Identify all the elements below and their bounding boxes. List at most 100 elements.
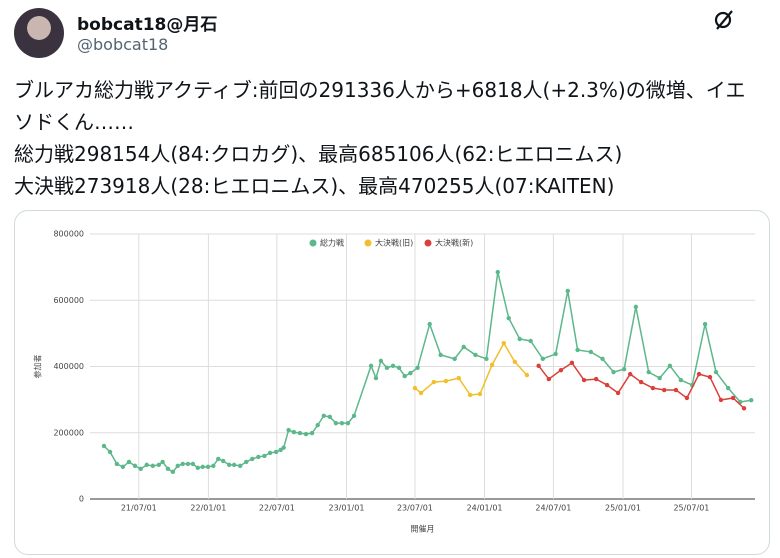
- series-line: [103, 271, 752, 473]
- data-point: [165, 466, 171, 472]
- data-point: [170, 469, 176, 475]
- data-point: [558, 367, 564, 373]
- data-point: [278, 447, 283, 453]
- y-tick-label: 800000: [53, 230, 84, 239]
- x-tick-label: 22/01/01: [190, 504, 226, 513]
- y-tick-label: 400000: [53, 362, 84, 371]
- data-point: [611, 369, 616, 375]
- data-point: [262, 453, 267, 459]
- data-point: [227, 462, 232, 468]
- data-point: [273, 449, 279, 455]
- data-point: [467, 392, 473, 398]
- data-point: [638, 379, 644, 385]
- data-point: [713, 369, 719, 375]
- data-point: [741, 406, 747, 411]
- data-point: [718, 397, 724, 403]
- grok-icon[interactable]: [712, 8, 736, 32]
- data-point: [615, 390, 621, 396]
- data-point: [678, 377, 684, 383]
- y-tick-label: 200000: [53, 428, 84, 437]
- data-point: [456, 375, 462, 381]
- data-point: [593, 376, 599, 382]
- data-point: [396, 365, 402, 371]
- data-point: [412, 385, 418, 391]
- data-point: [604, 382, 610, 388]
- data-point: [402, 373, 407, 379]
- media-card[interactable]: [14, 210, 770, 555]
- tweet-line: 総力戦298154人(84:クロカグ)、最高685106人(62:ヒエロニムス): [14, 142, 623, 166]
- x-tick-label: 23/07/01: [397, 504, 433, 513]
- data-point: [200, 464, 205, 470]
- data-point: [150, 463, 155, 469]
- data-point: [390, 363, 396, 369]
- data-point: [657, 375, 662, 381]
- display-name[interactable]: bobcat18@月石: [77, 15, 218, 35]
- data-point: [132, 463, 138, 469]
- data-point: [565, 288, 570, 294]
- data-point: [431, 379, 437, 385]
- data-point: [707, 374, 713, 380]
- data-point: [650, 385, 656, 391]
- data-point: [461, 344, 466, 350]
- data-point: [536, 363, 541, 369]
- y-tick-label: 600000: [53, 296, 84, 305]
- tweet-line: 大決戦273918人(28:ヒエロニムス)、最高470255人(07:KAITE…: [14, 174, 615, 198]
- data-point: [673, 387, 679, 393]
- data-point: [473, 352, 478, 358]
- data-point: [452, 356, 457, 362]
- data-point: [286, 427, 291, 433]
- data-point: [477, 391, 483, 397]
- data-point: [418, 390, 424, 396]
- data-point: [220, 458, 226, 464]
- legend-label: 総力戦: [320, 238, 344, 248]
- data-point: [156, 462, 162, 468]
- data-point: [646, 369, 651, 375]
- legend-label: 大決戦(新): [435, 238, 473, 248]
- x-axis-label: 開催月: [411, 524, 435, 534]
- data-point: [321, 413, 326, 419]
- data-point: [368, 363, 374, 369]
- data-point: [702, 321, 708, 327]
- x-tick-label: 24/07/01: [535, 504, 571, 513]
- handle[interactable]: @bobcat18: [77, 35, 169, 54]
- avatar[interactable]: [14, 8, 64, 58]
- data-point: [495, 269, 500, 275]
- data-point: [175, 463, 180, 469]
- data-point: [633, 304, 639, 310]
- data-point: [684, 395, 690, 401]
- data-point: [540, 356, 545, 362]
- data-point: [517, 336, 522, 342]
- data-point: [546, 376, 552, 382]
- data-point: [185, 461, 191, 467]
- data-point: [144, 462, 149, 468]
- tweet-text: ブルアカ総力戦アクティブ:前回の291336人から+6818人(+2.3%)の微…: [14, 74, 764, 202]
- data-point: [216, 456, 221, 462]
- data-point: [303, 431, 309, 437]
- data-point: [621, 366, 627, 372]
- series-line: [538, 361, 745, 409]
- data-point: [327, 414, 333, 420]
- data-point: [309, 430, 315, 436]
- data-point: [231, 462, 237, 468]
- data-point: [725, 385, 731, 391]
- data-point: [588, 349, 594, 355]
- x-tick-label: 23/01/01: [328, 504, 364, 513]
- data-point: [120, 464, 126, 470]
- data-point: [373, 375, 379, 381]
- data-point: [267, 450, 273, 456]
- x-tick-label: 25/01/01: [605, 504, 641, 513]
- x-tick-label: 25/07/01: [673, 504, 709, 513]
- data-point: [696, 371, 702, 377]
- data-point: [627, 371, 633, 377]
- data-point: [667, 363, 673, 369]
- data-point: [160, 459, 165, 465]
- data-point: [297, 430, 303, 436]
- data-point: [351, 413, 357, 419]
- data-point: [600, 356, 605, 362]
- y-tick-label: 0: [79, 495, 84, 504]
- x-tick-label: 22/07/01: [259, 504, 295, 513]
- data-point: [237, 463, 243, 469]
- data-point: [339, 420, 345, 426]
- data-point: [512, 359, 517, 365]
